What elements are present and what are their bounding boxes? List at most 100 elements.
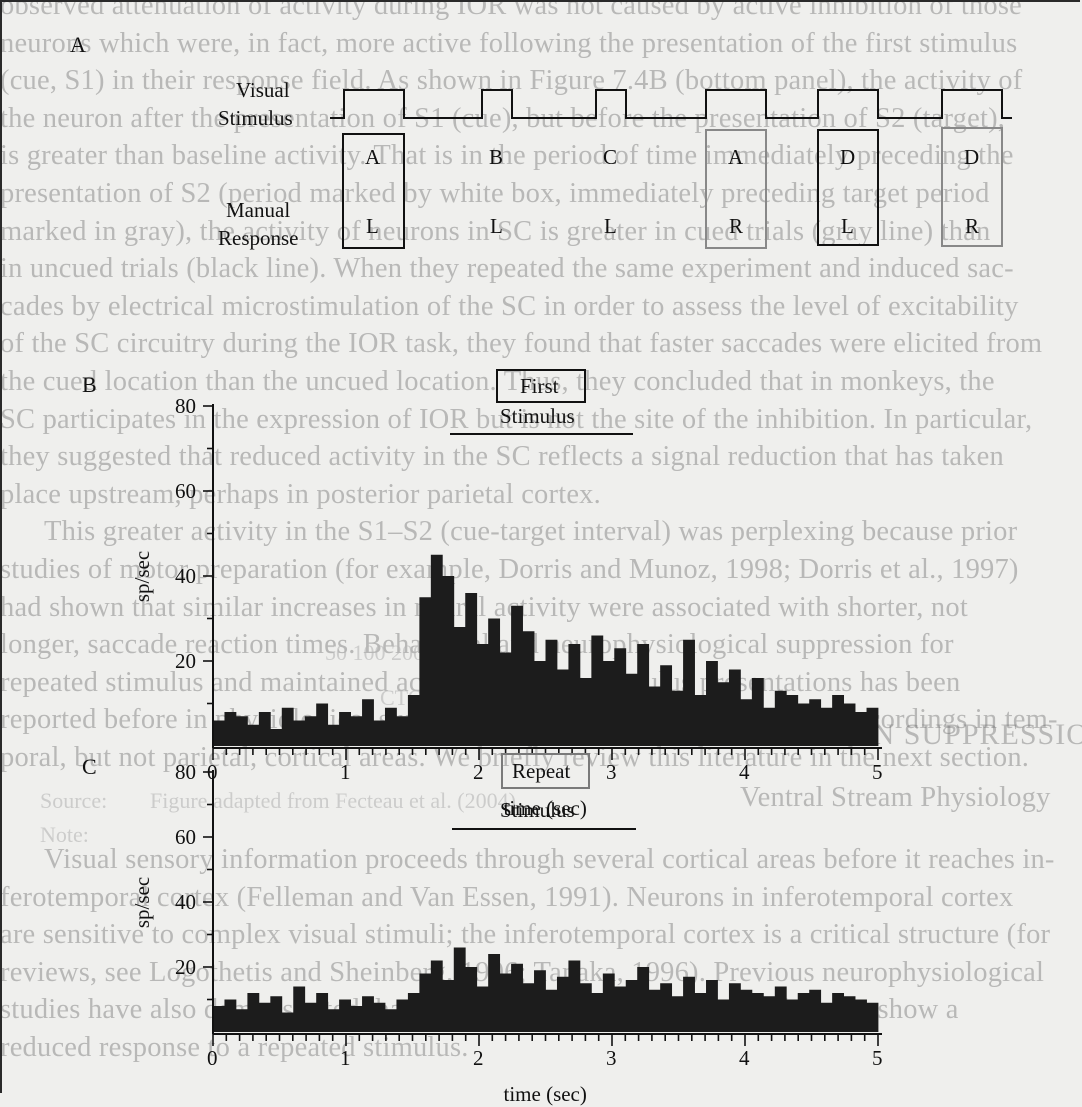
stimulus-letter: A — [365, 145, 381, 169]
panel-c-bar — [304, 1002, 317, 1032]
panel-b-bar — [625, 673, 638, 746]
panel-b-bar — [316, 703, 329, 746]
panel-b-bar — [511, 605, 523, 746]
panel-c-bar — [786, 999, 799, 1032]
panel-b-bar — [774, 690, 787, 746]
panel-b-bar — [396, 716, 409, 746]
panel-c-bar — [843, 996, 856, 1032]
panel-b-bar — [648, 686, 661, 746]
panel-c-histogram — [203, 753, 882, 1046]
panel-c-bar — [694, 993, 707, 1032]
stimulus-letter: A — [728, 145, 744, 169]
panel-b-bar — [545, 639, 558, 746]
panel-c-bar — [293, 986, 306, 1032]
panel-b-marker-first: First — [520, 374, 559, 398]
panel-b-bar — [809, 699, 822, 746]
panel-c-y-tick-label: 80 — [175, 760, 196, 784]
panel-b-bar — [866, 707, 879, 746]
panel-b-bar — [384, 707, 397, 746]
panel-b-letter: B — [82, 372, 97, 397]
panel-b-x-tick-label: 3 — [606, 760, 617, 784]
panel-b-bar — [832, 695, 845, 746]
panel-c-bar — [499, 973, 512, 1032]
panel-c-marker-box — [501, 753, 590, 789]
panel-b-bar — [235, 716, 248, 746]
panel-c-bar — [855, 999, 867, 1032]
panel-c-bar — [235, 1009, 248, 1032]
panel-b-bar — [797, 703, 810, 746]
panel-b-marker-box — [496, 369, 586, 403]
panel-c-bar — [671, 996, 684, 1032]
panel-b-bar — [281, 707, 294, 746]
panel-c-bar — [384, 1009, 397, 1032]
panel-c-bar — [453, 947, 466, 1032]
panel-c-y-tick-label: 40 — [175, 890, 196, 914]
panel-c-bar — [350, 1006, 363, 1032]
panel-b-bar — [522, 631, 535, 746]
response-letter: L — [841, 214, 854, 238]
panel-b-bar — [362, 699, 374, 746]
panel-b-y-axis-label: sp/sec — [130, 550, 155, 603]
panel-b-bar — [350, 716, 363, 746]
panel-b-bar — [694, 695, 707, 746]
panel-c-bar — [774, 986, 787, 1032]
panel-b-histogram — [203, 369, 882, 760]
panel-c-bar — [763, 996, 776, 1032]
panel-c-bar — [717, 999, 730, 1032]
panel-b-bar — [430, 554, 443, 746]
panel-c-y-tick-label: 60 — [175, 825, 196, 849]
panel-b-bar — [293, 720, 306, 746]
visual-stimulus-label-line2: Stimulus — [218, 106, 293, 130]
panel-b-x-tick-label: 1 — [340, 760, 351, 784]
panel-b-x-axis-label: time (sec) — [503, 796, 587, 820]
panel-b-bar — [728, 669, 741, 746]
panel-c-bar — [476, 986, 489, 1032]
visual-stimulus-trace — [330, 89, 1012, 119]
panel-c-bar — [430, 960, 443, 1032]
panel-c-x-tick-label: 2 — [473, 1046, 484, 1070]
response-letter: L — [490, 214, 503, 238]
panel-b-bar — [534, 661, 546, 746]
panel-c-bar — [213, 1006, 225, 1032]
panel-b-x-tick-label: 4 — [739, 760, 750, 784]
panel-b-bar — [327, 724, 340, 746]
panel-c-bar — [637, 967, 650, 1032]
panel-c-bar — [866, 1002, 879, 1032]
panel-b-x-tick-label: 5 — [872, 760, 883, 784]
panel-b-bar — [740, 699, 753, 746]
panel-c-bar — [511, 963, 523, 1032]
panel-c-bar — [281, 1012, 294, 1032]
panel-b-bar — [843, 703, 856, 746]
trial-box — [941, 127, 1003, 247]
trial-box — [342, 133, 405, 249]
panel-c-bar — [339, 999, 351, 1032]
panel-b-bar — [602, 661, 615, 746]
panel-b-marker-stimulus: Stimulus — [500, 404, 575, 428]
panel-b-bar — [671, 690, 684, 746]
panel-c-bar — [534, 970, 546, 1032]
trial-box — [705, 129, 767, 249]
panel-b-x-tick-label: 2 — [473, 760, 484, 784]
panel-b-bar — [683, 639, 695, 746]
panel-b-bar — [442, 576, 455, 746]
panel-b-bar — [556, 669, 569, 746]
panel-a-letter: A — [70, 32, 86, 57]
panel-c-bar — [258, 1002, 271, 1032]
panel-c-bar — [224, 999, 237, 1032]
panel-c-bar — [820, 1002, 833, 1032]
panel-b-bar — [488, 618, 501, 746]
panel-b-bar — [304, 716, 317, 746]
panel-c-x-tick-label: 0 — [207, 1046, 218, 1070]
panel-b-bar — [339, 712, 351, 746]
panel-c-x-tick-label: 3 — [606, 1046, 617, 1070]
panel-c-bar — [327, 1009, 340, 1032]
panel-c-bar — [648, 989, 661, 1032]
panel-b-bar — [614, 648, 627, 746]
panel-b-bar — [706, 661, 718, 746]
panel-b-bar — [717, 682, 730, 746]
trial-boxes — [342, 127, 1003, 249]
panel-c-bar — [832, 993, 845, 1032]
